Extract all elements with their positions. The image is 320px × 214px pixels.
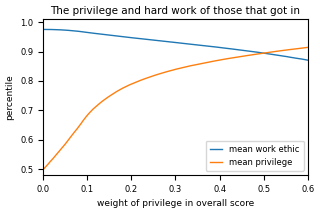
mean work ethic: [41, 28, 45, 31]
X-axis label: weight of privilege in overall score: weight of privilege in overall score: [97, 199, 254, 208]
Line: mean privilege: mean privilege: [43, 47, 308, 170]
mean privilege: [306, 46, 310, 49]
mean work ethic: [306, 59, 310, 61]
mean work ethic: [42, 28, 46, 31]
mean work ethic: [281, 55, 285, 57]
mean work ethic: [264, 52, 268, 55]
mean privilege: [41, 168, 45, 171]
mean work ethic: [198, 44, 202, 46]
mean privilege: [281, 49, 285, 52]
mean privilege: [198, 62, 202, 65]
Y-axis label: percentile: percentile: [5, 74, 14, 120]
mean privilege: [42, 167, 46, 170]
mean privilege: [264, 52, 268, 54]
Line: mean work ethic: mean work ethic: [43, 30, 308, 60]
mean privilege: [199, 62, 203, 65]
mean work ethic: [199, 44, 203, 47]
Legend: mean work ethic, mean privilege: mean work ethic, mean privilege: [206, 141, 304, 171]
Title: The privilege and hard work of those that got in: The privilege and hard work of those tha…: [51, 6, 300, 16]
mean work ethic: [203, 45, 207, 47]
mean privilege: [203, 61, 207, 64]
